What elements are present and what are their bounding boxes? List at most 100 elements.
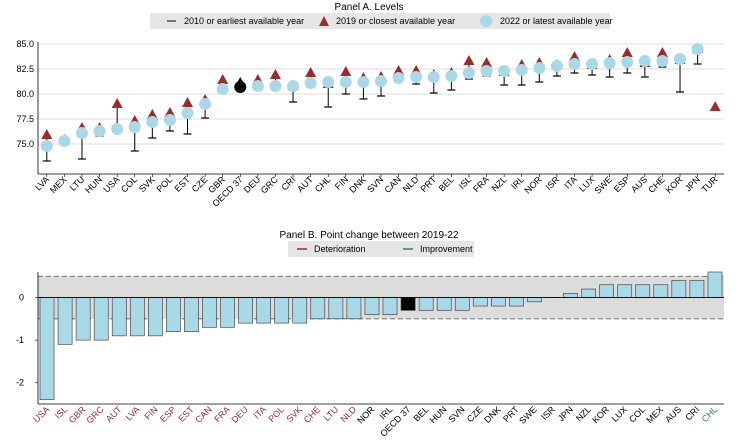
panel-a-point-2022: [674, 53, 687, 65]
panel-b-bar: [292, 297, 308, 324]
panel-a-category-label: MEX: [48, 174, 69, 195]
panel-a-point-2019: [146, 109, 158, 119]
panel-a-point-2022: [550, 60, 563, 72]
panel-a-point-2022: [251, 80, 264, 92]
panel-b-bar: [328, 297, 344, 320]
panel-a-category-label: NZL: [489, 174, 508, 193]
panel-a-point-2022: [234, 81, 247, 93]
panel-a-point-2022: [427, 71, 440, 83]
panel-b-bar: [129, 297, 145, 337]
panel-b-category-label: USA: [31, 404, 51, 424]
panel-a-point-2019: [656, 47, 668, 57]
panel-a-point-2022: [357, 76, 370, 88]
panel-b-category-label: MEX: [644, 404, 665, 425]
panel-a-point-2019: [111, 98, 123, 108]
panel-a-category-label: SWE: [593, 174, 615, 196]
panel-a-category-label: JPN: [683, 174, 702, 193]
panel-a-ytick-label: 82.5: [16, 64, 34, 74]
panel-b-category-label: JPN: [556, 404, 575, 423]
panel-b-ytick-label: -1: [16, 335, 24, 345]
panel-b-bar: [635, 284, 651, 298]
panel-a-point-2022: [339, 76, 352, 88]
panel-a-category-label: USA: [101, 174, 121, 194]
panel-a-point-2022: [287, 80, 300, 92]
panel-b-bar: [166, 297, 181, 332]
panel-b-category-label: CZE: [465, 404, 485, 424]
panel-a-category-label: AUT: [295, 174, 315, 194]
panel-b-category-label: CAN: [193, 404, 214, 425]
panel-b-bar: [184, 297, 199, 332]
panel-b-bar: [563, 292, 578, 298]
panel-a-point-2022: [621, 56, 634, 68]
panel-a-point-2022: [111, 123, 124, 135]
panel-a-point-2022: [75, 127, 88, 139]
panel-b-bar: [148, 297, 163, 337]
panel-a-category-label: KOR: [664, 174, 685, 195]
panel-a-category-label: FRA: [471, 174, 491, 194]
panel-a-point-2022: [533, 62, 546, 74]
panel-b-title: Panel B. Point change between 2019-22: [279, 230, 458, 241]
panel-a-category-label: ISR: [544, 174, 562, 192]
panel-a-point-2019: [217, 74, 229, 84]
panel-b-bar: [93, 297, 109, 341]
panel-b-bar: [472, 297, 488, 307]
panel-a-point-2022: [93, 125, 106, 137]
panel-b-category-label: HUN: [428, 404, 449, 425]
panel-a-point-2022: [691, 43, 704, 55]
panel-a-category-label: CRI: [279, 174, 297, 192]
panel-b-bar: [382, 297, 398, 315]
panel-b-category-label: FRA: [212, 404, 232, 424]
legend-label-improvement: Improvement: [420, 244, 473, 254]
panel-a-ytick-label: 77.5: [16, 114, 34, 124]
panel-a-point-2022: [322, 76, 335, 88]
panel-b-category-label: KOR: [590, 404, 611, 425]
panel-b-bar: [617, 284, 633, 298]
panel-a-legend-box: [150, 13, 610, 29]
panel-a-point-2019: [481, 57, 493, 67]
panel-a-category-label: POL: [155, 174, 175, 194]
panel-a-point-2022: [146, 116, 159, 128]
legend-label-deterioration: Deterioration: [314, 244, 366, 254]
panel-b-category-label: NOR: [355, 404, 377, 426]
panel-a-point-2019: [41, 129, 53, 139]
panel-b-category-label: CHE: [302, 404, 323, 425]
panel-b-bar: [39, 297, 55, 401]
panel-a-category-label: CHL: [313, 174, 333, 194]
panel-a-category-label: PRT: [418, 174, 438, 194]
panel-a-category-label: BEL: [437, 174, 456, 193]
panel-b-category-label: LTU: [322, 404, 341, 423]
panel-a-point-2019: [305, 67, 317, 77]
panel-a-point-2019: [164, 107, 176, 117]
panel-b-category-label: AUS: [663, 404, 683, 424]
panel-b-category-label: EST: [176, 404, 196, 424]
panel-b-category-label: LUX: [610, 404, 629, 423]
panel-b-category-label: POL: [266, 404, 286, 424]
panel-a-point-2022: [58, 135, 71, 147]
panel-a-category-label: AUS: [629, 174, 649, 194]
panel-a-point-2022: [181, 107, 194, 119]
panel-a-point-2019: [621, 47, 633, 57]
panel-b-category-label: BEL: [411, 404, 430, 423]
panel-b-bar: [418, 297, 434, 311]
panel-b-bar: [111, 297, 127, 337]
panel-b-bar: [364, 297, 380, 315]
panel-b-bar: [238, 297, 253, 324]
panel-b-bar: [599, 284, 614, 298]
panel-b-category-label: LVA: [124, 404, 142, 422]
panel-b-category-label: DNK: [482, 404, 503, 425]
panel-b-legend-box: [288, 241, 474, 257]
panel-a-point-2019: [182, 97, 194, 107]
panel-a-category-label: NLD: [401, 174, 421, 194]
panel-b-bar: [671, 280, 687, 298]
panel-b-category-label: DEU: [230, 404, 251, 425]
panel-b-category-label: ISR: [539, 404, 557, 422]
panel-b-category-label: NZL: [574, 404, 593, 423]
panel-b-bar: [454, 297, 470, 311]
legend-triangle-marker: [319, 16, 329, 26]
panel-b-bar: [707, 271, 723, 298]
panel-b-category-label: NLD: [339, 404, 359, 424]
panel-a-category-label: ISL: [457, 174, 474, 191]
panel-a-point-2022: [462, 67, 475, 79]
panel-a-ytick-label: 75.0: [16, 139, 34, 149]
panel-a-point-2022: [656, 55, 669, 67]
